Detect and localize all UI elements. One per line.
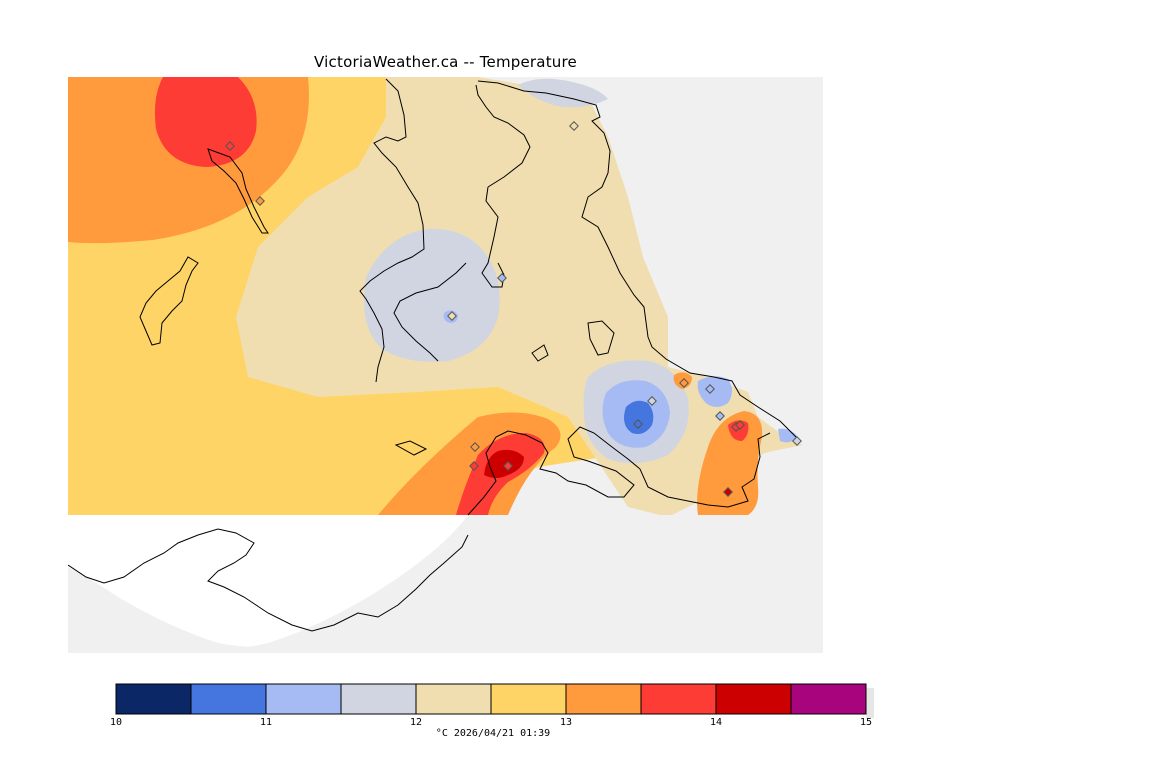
legend-caption: °C 2026/04/21 01:39 <box>0 728 986 739</box>
contour-band-13-5-to-14-nw <box>155 77 257 167</box>
legend-bin-6 <box>491 684 566 714</box>
temperature-contour-map <box>68 77 823 653</box>
legend-bin-10 <box>791 684 866 714</box>
legend-bin-7 <box>566 684 641 714</box>
legend-bin-1 <box>116 684 191 714</box>
unit-label: °C <box>436 728 448 739</box>
color-legend: 10 11 12 13 14 15 <box>108 676 876 726</box>
legend-bin-3 <box>266 684 341 714</box>
legend-tick-label: 15 <box>860 717 872 726</box>
legend-tick-label: 11 <box>260 717 272 726</box>
legend-bin-8 <box>641 684 716 714</box>
legend-bin-5 <box>416 684 491 714</box>
legend-bin-9 <box>716 684 791 714</box>
timestamp-label: 2026/04/21 01:39 <box>454 728 550 739</box>
legend-tick-label: 12 <box>410 717 422 726</box>
legend-bin-2 <box>191 684 266 714</box>
legend-bin-4 <box>341 684 416 714</box>
legend-tick-label: 10 <box>110 717 122 726</box>
legend-tick-label: 14 <box>710 717 722 726</box>
legend-tick-label: 13 <box>560 717 572 726</box>
legend-shadow <box>866 688 874 718</box>
map-title: VictoriaWeather.ca -- Temperature <box>68 53 823 71</box>
